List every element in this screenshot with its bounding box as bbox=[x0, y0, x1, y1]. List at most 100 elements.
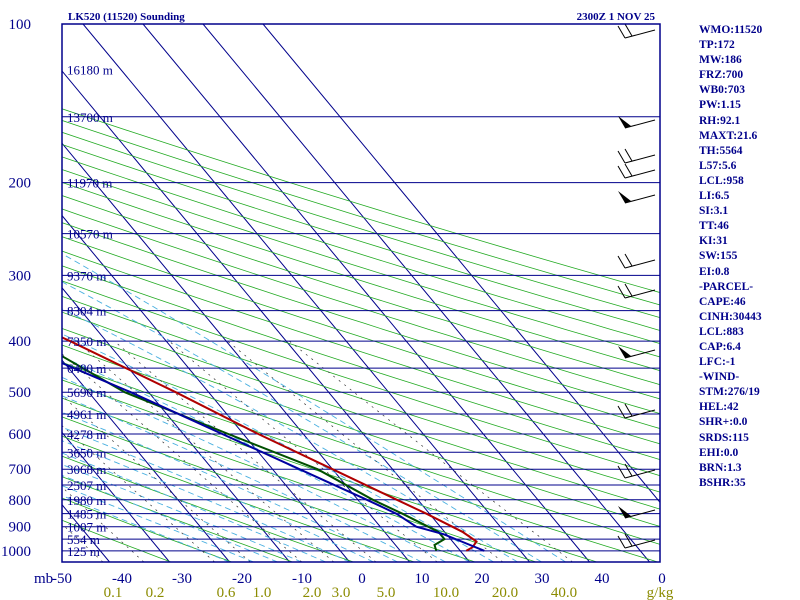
temperature-tick-label: -30 bbox=[172, 571, 192, 587]
sounding-index-item: WMO:11520 bbox=[699, 24, 763, 36]
dew-point-profile-line bbox=[62, 354, 447, 552]
dry-adiabat-line bbox=[62, 222, 660, 415]
dry-adiabat-line bbox=[62, 280, 660, 477]
sounding-index-item: LI:6.5 bbox=[699, 190, 730, 203]
plot-area-background bbox=[62, 24, 660, 562]
dry-adiabat-line bbox=[62, 328, 660, 527]
sounding-index-item: -PARCEL- bbox=[699, 280, 754, 293]
sounding-index-item: LFC:-1 bbox=[699, 356, 736, 369]
thermo-grid bbox=[62, 24, 660, 562]
isotherm-line bbox=[202, 24, 650, 562]
sounding-index-item: MAXT:21.6 bbox=[699, 129, 758, 142]
height-label: 4961 m bbox=[67, 407, 106, 422]
dry-adiabat-line bbox=[62, 344, 660, 545]
dry-adiabat-line bbox=[62, 169, 660, 358]
temperature-tick-label: 30 bbox=[535, 571, 550, 587]
moist-adiabat-line bbox=[62, 333, 494, 562]
sounding-index-item: BSHR:35 bbox=[699, 476, 746, 489]
mb-unit-label: mb bbox=[34, 571, 53, 587]
mixing-ratio-tick-label: 0.2 bbox=[146, 585, 165, 600]
temperature-tick-label: -50 bbox=[52, 571, 72, 587]
dry-adiabat-line bbox=[62, 131, 660, 318]
sounding-index-item: EHI:0.0 bbox=[699, 446, 739, 459]
pressure-tick-label: 800 bbox=[9, 493, 32, 509]
dry-adiabat-line bbox=[62, 250, 660, 445]
dry-adiabat-line bbox=[62, 416, 476, 562]
temperature-tick-label: -20 bbox=[232, 571, 252, 587]
temperature-tick-label: -10 bbox=[292, 571, 312, 587]
isotherm-line bbox=[62, 359, 230, 562]
sounding-index-item: FRZ:700 bbox=[699, 69, 744, 82]
pressure-tick-label: 300 bbox=[9, 268, 32, 284]
height-label: 125 m bbox=[67, 544, 100, 559]
sounding-index-item: SI:3.1 bbox=[699, 205, 729, 218]
wind-barb bbox=[617, 163, 656, 179]
isotherm-line bbox=[82, 24, 530, 562]
sounding-index-item: TH:5564 bbox=[699, 144, 743, 157]
wind-barb bbox=[618, 116, 656, 129]
pressure-tick-label: 900 bbox=[9, 520, 32, 536]
sounding-index-item: SRDS:115 bbox=[699, 431, 749, 444]
height-label: 1980 m bbox=[67, 493, 106, 508]
pressure-tick-label: 600 bbox=[9, 427, 32, 443]
pressure-tick-label: 700 bbox=[9, 462, 32, 478]
dry-adiabat-line bbox=[62, 311, 660, 510]
wind-barb bbox=[617, 463, 656, 479]
parcel-profile-line bbox=[62, 362, 485, 552]
sounding-index-item: EI:0.8 bbox=[699, 265, 730, 278]
sounding-index-item: PW:1.15 bbox=[699, 99, 741, 112]
sounding-index-item: LCL:883 bbox=[699, 325, 744, 338]
height-label: 16180 m bbox=[67, 62, 113, 77]
isotherm-line bbox=[62, 287, 290, 562]
temperature-tick-label: -40 bbox=[112, 571, 132, 587]
height-label: 9370 m bbox=[67, 268, 106, 283]
moist-adiabat-line bbox=[62, 395, 422, 562]
wind-barb bbox=[617, 533, 656, 549]
height-label: 6480 m bbox=[67, 361, 106, 376]
moist-adiabat-line bbox=[62, 308, 518, 562]
sounding-index-item: LCL:958 bbox=[699, 174, 744, 187]
sounding-index-item: HEL:42 bbox=[699, 401, 739, 414]
mixing-ratio-tick-label: 3.0 bbox=[332, 585, 351, 600]
mixing-ratio-unit-label: g/kg bbox=[647, 585, 674, 600]
mixing-ratio-tick-label: 0.6 bbox=[217, 585, 236, 600]
dry-adiabat-line bbox=[62, 379, 597, 562]
moist-adiabat-line bbox=[62, 440, 350, 562]
mixing-ratio-tick-label: 1.0 bbox=[253, 585, 272, 600]
mixing-ratio-line bbox=[62, 486, 145, 562]
moist-adiabat-line bbox=[62, 281, 542, 562]
temperature-tick-label: 0 bbox=[658, 571, 666, 587]
dry-adiabat-line bbox=[62, 435, 415, 562]
dry-adiabat-line bbox=[62, 497, 232, 562]
sounding-index-item: SHR+:0.0 bbox=[699, 416, 748, 429]
dry-adiabat-line bbox=[62, 476, 293, 562]
wind-barb bbox=[617, 23, 656, 39]
height-label: 11970 m bbox=[67, 176, 112, 191]
dry-adiabat-line bbox=[62, 108, 660, 293]
mixing-ratio-tick-label: 10.0 bbox=[433, 585, 459, 600]
chart-title: LK520 (11520) Sounding bbox=[68, 11, 185, 23]
sounding-index-item: -WIND- bbox=[699, 371, 740, 384]
dry-adiabat-line bbox=[62, 361, 658, 562]
sounding-index-item: CINH:30443 bbox=[699, 310, 762, 323]
temperature-profile-line bbox=[62, 336, 478, 552]
wind-barb bbox=[618, 506, 656, 519]
sounding-index-item: WB0:703 bbox=[699, 84, 745, 97]
dry-adiabat-line bbox=[62, 519, 172, 562]
height-label: 5690 m bbox=[67, 385, 106, 400]
wind-barb bbox=[617, 283, 656, 299]
mixing-ratio-tick-label: 40.0 bbox=[551, 585, 577, 600]
wind-barb bbox=[617, 253, 656, 269]
wind-barb bbox=[617, 148, 656, 164]
sounding-index-item: SW:155 bbox=[699, 250, 738, 263]
pressure-tick-label: 200 bbox=[9, 176, 32, 192]
dry-adiabat-line bbox=[62, 156, 660, 344]
dry-adiabat-line bbox=[62, 455, 354, 562]
mixing-ratio-line bbox=[62, 425, 215, 562]
moist-adiabat-line bbox=[62, 452, 326, 562]
height-label: 8304 m bbox=[67, 304, 106, 319]
dry-adiabat-line bbox=[62, 236, 660, 429]
wind-barb bbox=[618, 346, 656, 359]
